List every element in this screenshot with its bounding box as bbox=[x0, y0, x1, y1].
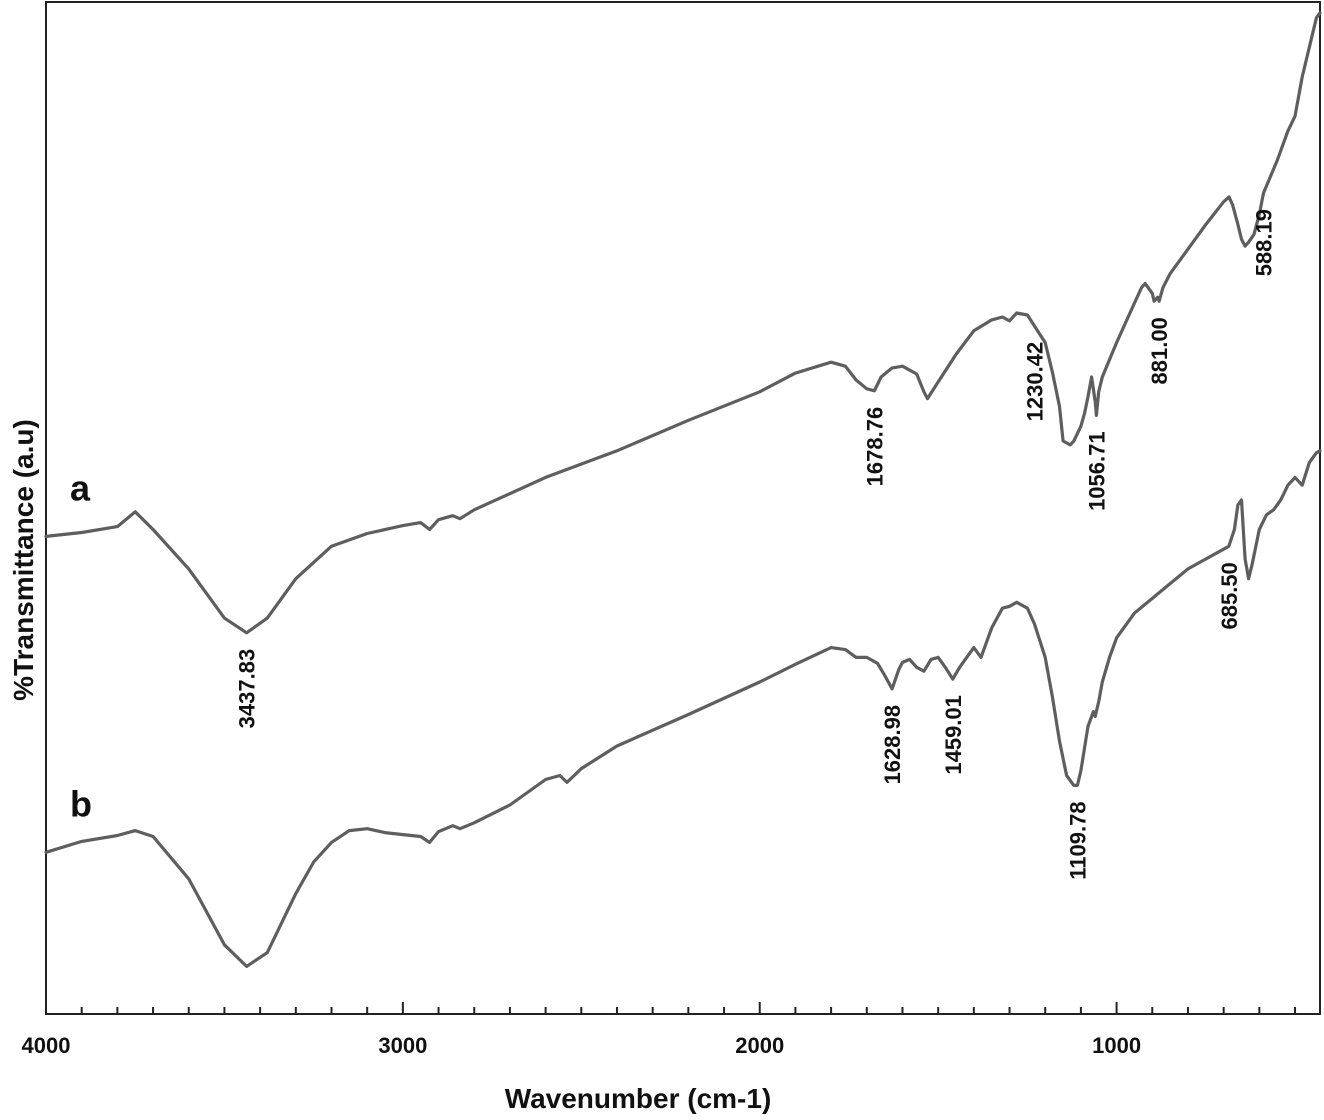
x-axis-ticks: 4000 3000 2000 1000 bbox=[22, 1002, 1297, 1058]
x-tick-label: 3000 bbox=[378, 1033, 427, 1058]
peak-label: 881.00 bbox=[1147, 317, 1172, 384]
peak-label: 1628.98 bbox=[880, 705, 905, 785]
series-label-b: b bbox=[70, 783, 92, 824]
plot-border bbox=[45, 1, 1321, 1015]
x-tick-label: 2000 bbox=[735, 1033, 784, 1058]
peak-label: 1459.01 bbox=[941, 695, 966, 775]
x-axis-label: Wavenumber (cm-1) bbox=[505, 1083, 772, 1114]
peak-label: 3437.83 bbox=[235, 649, 260, 729]
peak-label: 1678.76 bbox=[862, 407, 887, 487]
plot-frame bbox=[45, 1, 1321, 1015]
spectrum-line-b bbox=[44, 449, 1322, 968]
spectrum-line-a bbox=[44, 11, 1322, 635]
peak-annotations: 3437.83 1678.76 1230.42 1056.71 881.00 588.19… bbox=[235, 209, 1277, 880]
peak-label: 1230.42 bbox=[1022, 342, 1047, 422]
peak-label: 1056.71 bbox=[1084, 431, 1109, 511]
y-axis-label: %Transmittance (a.u) bbox=[8, 419, 39, 701]
x-tick-label: 1000 bbox=[1092, 1033, 1141, 1058]
peak-label: 588.19 bbox=[1252, 209, 1277, 276]
series-label-a: a bbox=[70, 467, 91, 508]
x-tick-label: 4000 bbox=[22, 1033, 71, 1058]
spectra-lines bbox=[44, 11, 1322, 968]
series-labels: ab bbox=[70, 467, 92, 824]
peak-label: 685.50 bbox=[1217, 562, 1242, 629]
peak-label: 1109.78 bbox=[1065, 801, 1090, 879]
